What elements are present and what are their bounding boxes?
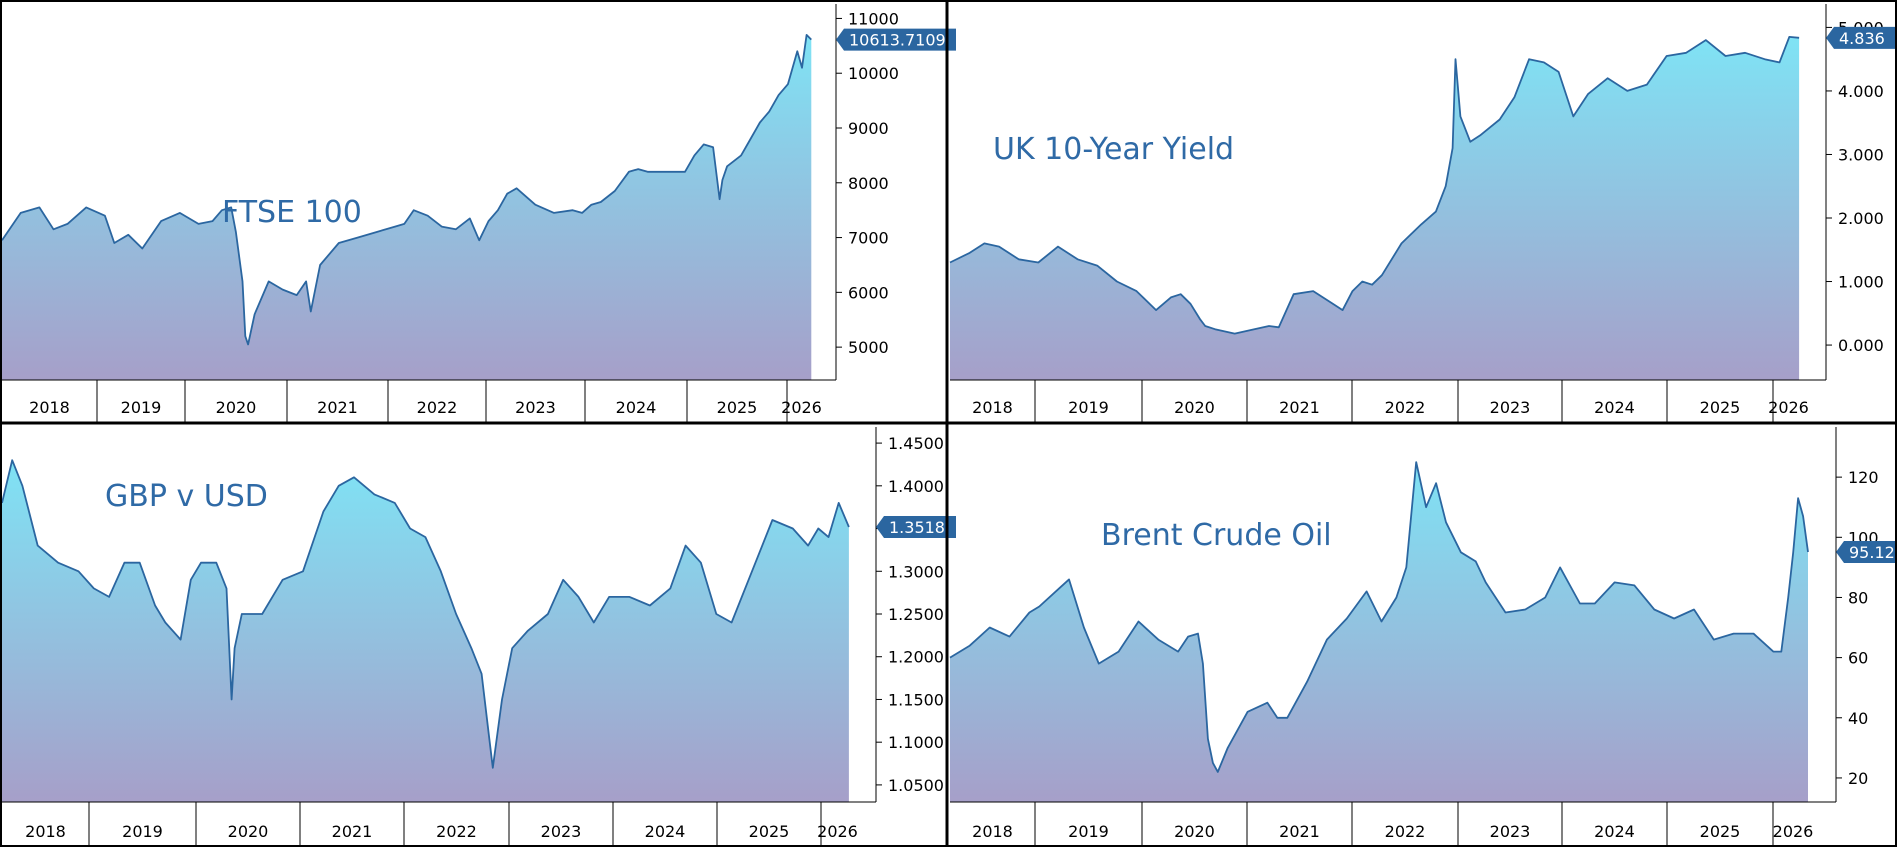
x-tick-label: 2020 [228,822,269,841]
y-tick-label: 1.000 [1838,273,1884,292]
x-tick-label: 2021 [332,822,373,841]
y-tick-label: 11000 [848,9,899,28]
y-tick-label: 60 [1848,649,1868,668]
chart-title: FTSE 100 [222,195,362,230]
y-tick-label: 120 [1848,468,1879,487]
chart-panel-ftse: 11000 10000 9000 8000 7000 6000 5000 2018 2019 20… [1,4,956,423]
y-tick-label: 9000 [848,119,889,138]
x-tick-label: 2023 [515,398,556,417]
series-line [1,459,850,769]
x-tick-label: 2022 [417,398,458,417]
x-tick-label: 2025 [1700,398,1741,417]
y-tick-label: 1.1500 [888,690,944,709]
x-tick-label: 2020 [1174,398,1215,417]
y-tick-label: 20 [1848,769,1868,788]
x-tick-label: 2025 [1700,822,1741,841]
x-tick-label: 2024 [645,822,686,841]
x-tick-label: 2026 [781,398,822,417]
y-tick-label: 0.000 [1838,336,1884,355]
series-line [949,461,1809,773]
last-value-tag [836,28,956,51]
x-tick-label: 2019 [121,398,162,417]
y-tick-label: 1.2000 [888,648,944,667]
chart-title: UK 10-Year Yield [993,132,1234,167]
y-tick-label: 8000 [848,174,889,193]
series-area [950,36,1800,381]
x-tick-label: 2022 [436,822,477,841]
x-tick-label: 2019 [122,822,163,841]
x-tick-label: 2018 [972,398,1013,417]
x-tick-label: 2021 [1279,398,1320,417]
x-tick-label: 2026 [817,822,858,841]
x-tick-label: 2019 [1068,398,1109,417]
x-tick-label: 2018 [25,822,66,841]
x-tick-label: 2021 [317,398,358,417]
last-value-label: 95.12 [1849,543,1895,562]
series-area [2,460,849,802]
chart-panel-gilt: 5.0004.0003.0002.0001.0000.0002018201920… [949,4,1896,423]
last-value-tag [1836,540,1897,563]
y-tick-label: 1.2500 [888,605,944,624]
last-value-label: 10613.7109 [849,31,946,50]
x-tick-label: 2025 [749,822,790,841]
x-tick-label: 2018 [29,398,70,417]
x-tick-label: 2018 [972,822,1013,841]
y-tick-label: 2.000 [1838,209,1884,228]
series-area [2,34,812,381]
series-line [1,34,812,346]
series-area [950,462,1808,802]
x-tick-label: 2023 [541,822,582,841]
series-line [949,36,1800,335]
x-tick-label: 2024 [616,398,657,417]
y-tick-label: 1.3000 [888,562,944,581]
last-value-label: 4.836 [1839,29,1885,48]
y-tick-label: 1.1000 [888,733,944,752]
x-tick-label: 2020 [216,398,257,417]
x-tick-label: 2022 [1385,822,1426,841]
y-tick-label: 4.000 [1838,82,1884,101]
x-tick-label: 2023 [1490,398,1531,417]
x-tick-label: 2024 [1594,398,1635,417]
y-tick-label: 1.4500 [888,434,944,453]
y-tick-label: 1.4000 [888,477,944,496]
last-value-tag [876,516,956,539]
x-tick-label: 2021 [1279,822,1320,841]
x-tick-label: 2019 [1068,822,1109,841]
chart-title: Brent Crude Oil [1101,518,1332,553]
y-tick-label: 3.000 [1838,145,1884,164]
chart-title: GBP v USD [105,479,268,514]
x-tick-label: 2024 [1594,822,1635,841]
x-tick-label: 2026 [1773,822,1814,841]
x-tick-label: 2020 [1174,822,1215,841]
y-tick-label: 1.0500 [888,776,944,795]
y-tick-label: 5000 [848,338,889,357]
last-value-tag [1826,26,1896,49]
last-value-label: 1.3518 [889,518,945,537]
x-tick-label: 2022 [1385,398,1426,417]
x-tick-label: 2025 [717,398,758,417]
chart-panel-gbpusd: 1.45001.40001.35001.30001.25001.20001.15… [1,427,956,847]
x-tick-label: 2023 [1490,822,1531,841]
x-tick-label: 2026 [1768,398,1809,417]
y-tick-label: 6000 [848,283,889,302]
y-tick-label: 80 [1848,588,1868,607]
y-tick-label: 7000 [848,229,889,248]
y-tick-label: 10000 [848,64,899,83]
y-tick-label: 40 [1848,709,1868,728]
